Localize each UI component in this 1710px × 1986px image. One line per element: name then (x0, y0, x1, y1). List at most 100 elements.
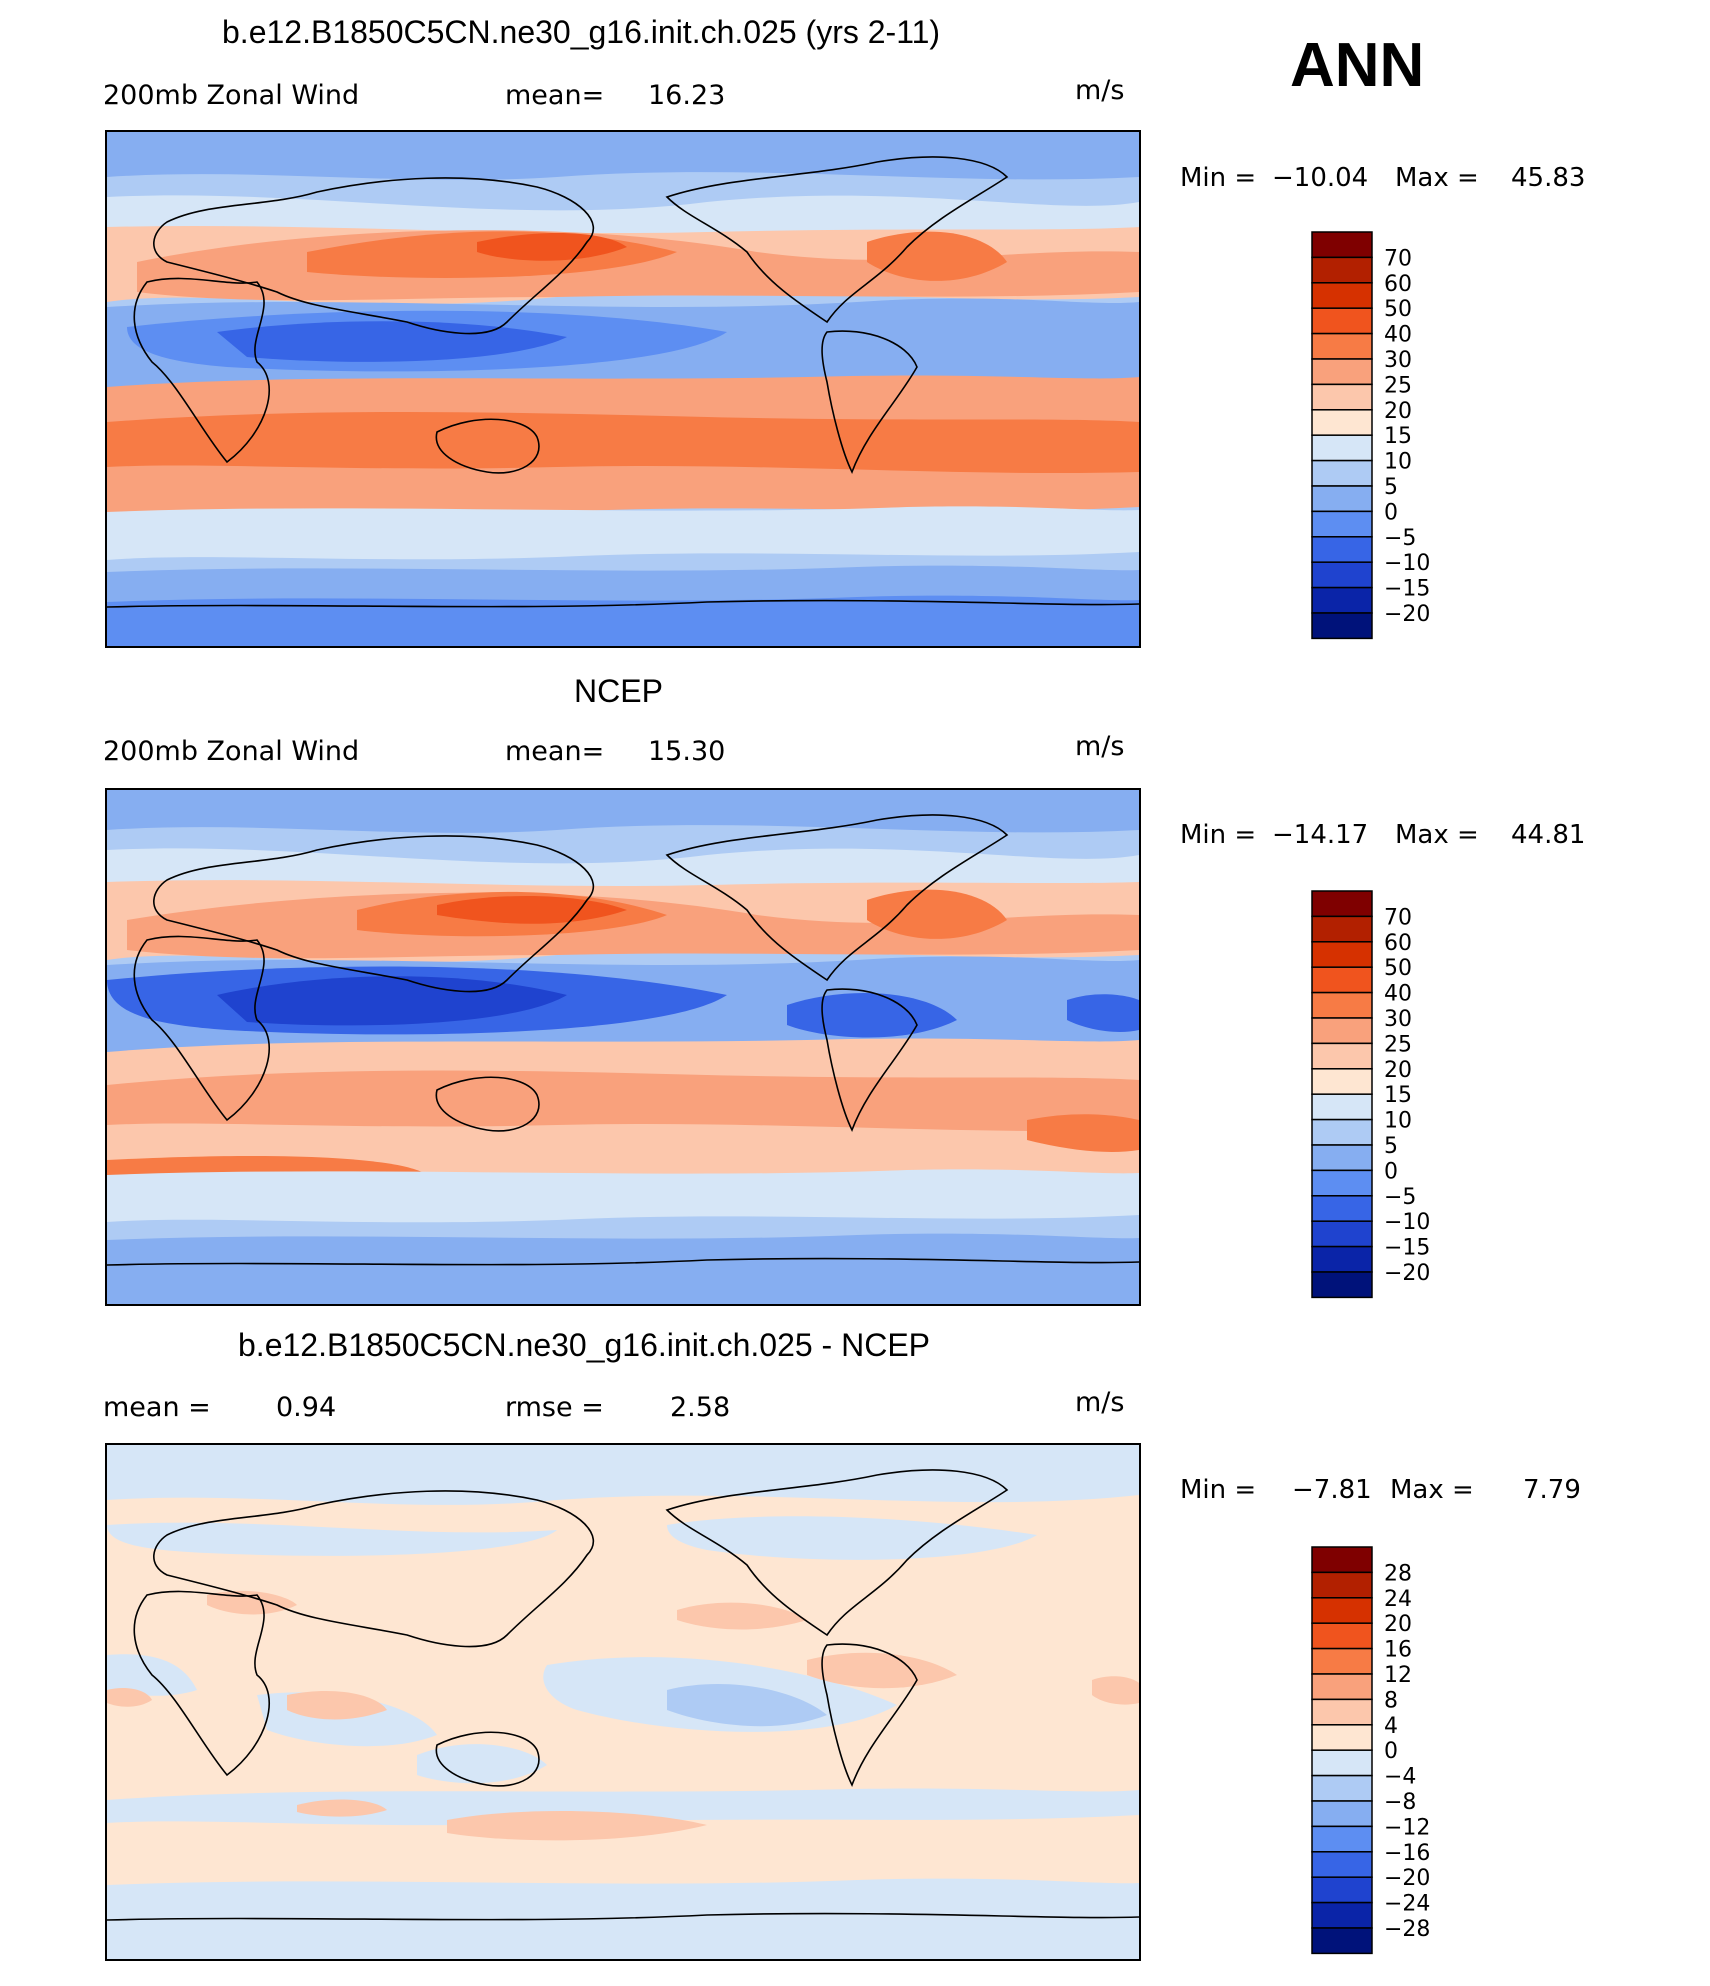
colorbar-swatch (1311, 1876, 1373, 1904)
colorbar-swatch (1311, 332, 1373, 360)
season-label: ANN (1290, 31, 1425, 100)
panel3-rmse-value: 2.58 (670, 1392, 731, 1423)
colorbar-swatch (1311, 1647, 1373, 1675)
colorbar-swatch (1311, 231, 1373, 259)
panel3-mean-value: 0.94 (276, 1392, 337, 1423)
colorbar-swatch (1311, 890, 1373, 918)
panel2-mean-value: 15.30 (648, 736, 726, 767)
colorbar-swatch (1311, 510, 1373, 538)
colorbar-swatch (1311, 1042, 1373, 1070)
colorbar-swatch (1311, 1195, 1373, 1222)
panel3-map (105, 1443, 1141, 1961)
colorbar-level-label: 24 (1384, 1587, 1412, 1612)
colorbar-level-label: −20 (1384, 1261, 1430, 1286)
panel1-min-label: Min = (1180, 163, 1257, 193)
colorbar-level-label: 70 (1384, 246, 1412, 271)
panel1-units: m/s (1075, 75, 1125, 106)
colorbar-swatch (1311, 586, 1373, 614)
colorbar-swatch (1311, 612, 1373, 640)
colorbar-level-label: −12 (1384, 1815, 1430, 1840)
colorbar-level-label: −5 (1384, 526, 1416, 551)
colorbar-level-label: 10 (1384, 1109, 1412, 1134)
colorbar-level-label: 20 (1384, 1058, 1412, 1083)
colorbar-swatch (1311, 1800, 1373, 1828)
colorbar-level-label: 0 (1384, 500, 1398, 525)
colorbar-swatch (1311, 358, 1373, 386)
colorbar-level-label: −16 (1384, 1841, 1430, 1866)
colorbar-level-label: −20 (1384, 602, 1430, 627)
colorbar-level-label: −20 (1384, 1866, 1430, 1891)
colorbar-swatch (1311, 1068, 1373, 1095)
colorbar-swatch (1311, 1724, 1373, 1751)
panel1-variable-label: 200mb Zonal Wind (103, 80, 360, 111)
colorbar-level-label: 28 (1384, 1561, 1412, 1586)
colorbar-swatch (1311, 1622, 1373, 1650)
colorbar-level-label: −24 (1384, 1892, 1430, 1917)
colorbar-level-label: −5 (1384, 1185, 1416, 1210)
colorbar-level-label: −28 (1384, 1917, 1430, 1942)
colorbar-level-label: 16 (1384, 1638, 1412, 1663)
colorbar-level-label: 70 (1384, 905, 1412, 930)
colorbar-level-label: 30 (1384, 348, 1412, 373)
colorbar-swatch (1311, 485, 1373, 513)
panel2-max-value: 44.81 (1511, 820, 1586, 850)
colorbar-level-label: −4 (1384, 1765, 1416, 1790)
colorbar-swatch (1311, 1851, 1373, 1878)
colorbar-swatch (1311, 256, 1373, 284)
colorbar-level-label: 12 (1384, 1663, 1412, 1688)
panel1-min-value: −10.04 (1272, 163, 1369, 193)
colorbar-level-label: 25 (1384, 1032, 1412, 1057)
colorbar-swatch (1311, 1571, 1373, 1599)
colorbar-swatch (1311, 915, 1373, 943)
colorbar-swatch (1311, 941, 1373, 968)
panel2-min-label: Min = (1180, 820, 1257, 850)
panel2-map (105, 788, 1141, 1306)
colorbar-swatch (1311, 409, 1373, 436)
colorbar-swatch (1311, 991, 1373, 1019)
colorbar-level-label: 60 (1384, 931, 1412, 956)
panel1-max-label: Max = (1395, 163, 1479, 193)
panel3-title: b.e12.B1850C5CN.ne30_g16.init.ch.025 - N… (238, 1327, 930, 1363)
colorbar-level-label: 0 (1384, 1739, 1398, 1764)
panel2-max-label: Max = (1395, 820, 1479, 850)
colorbar-swatch (1311, 1749, 1373, 1777)
colorbar-level-label: 0 (1384, 1159, 1398, 1184)
colorbar-swatch (1311, 966, 1373, 994)
colorbar-swatch (1311, 1017, 1373, 1045)
colorbar-level-label: 8 (1384, 1688, 1398, 1713)
panel2-mean-label: mean= (505, 736, 605, 767)
colorbar-swatch (1311, 1673, 1373, 1701)
colorbar-level-label: 30 (1384, 1007, 1412, 1032)
colorbar-level-label: −10 (1384, 551, 1430, 576)
colorbar-level-label: 15 (1384, 424, 1412, 449)
panel3-min-value: −7.81 (1292, 1475, 1372, 1505)
panel1-map (105, 130, 1141, 648)
colorbar-level-label: 15 (1384, 1083, 1412, 1108)
colorbar-swatch (1311, 1271, 1373, 1299)
colorbar-swatch (1311, 561, 1373, 589)
colorbar-level-label: 50 (1384, 297, 1412, 322)
colorbar-level-label: 40 (1384, 982, 1412, 1007)
colorbar-level-label: 20 (1384, 399, 1412, 424)
colorbar-level-label: 60 (1384, 272, 1412, 297)
colorbar-swatch (1311, 307, 1373, 335)
panel2-units: m/s (1075, 731, 1125, 762)
colorbar-level-label: 20 (1384, 1612, 1412, 1637)
panel3-mean-label: mean = (103, 1392, 211, 1423)
colorbar-swatch (1311, 1118, 1373, 1146)
panel2-min-value: −14.17 (1272, 820, 1369, 850)
panel3-max-label: Max = (1390, 1475, 1474, 1505)
colorbar-swatch (1311, 1774, 1373, 1802)
colorbar-level-label: 5 (1384, 1134, 1398, 1159)
colorbar-swatch (1311, 1245, 1373, 1273)
colorbar-level-label: 4 (1384, 1714, 1398, 1739)
panel3-min-label: Min = (1180, 1475, 1257, 1505)
colorbar-swatch (1311, 1169, 1373, 1197)
panel3-max-value: 7.79 (1523, 1475, 1581, 1505)
panel1-mean-label: mean= (505, 80, 605, 111)
colorbar-level-label: −8 (1384, 1790, 1416, 1815)
colorbar-swatch (1311, 1144, 1373, 1172)
colorbar-level-label: 10 (1384, 450, 1412, 475)
